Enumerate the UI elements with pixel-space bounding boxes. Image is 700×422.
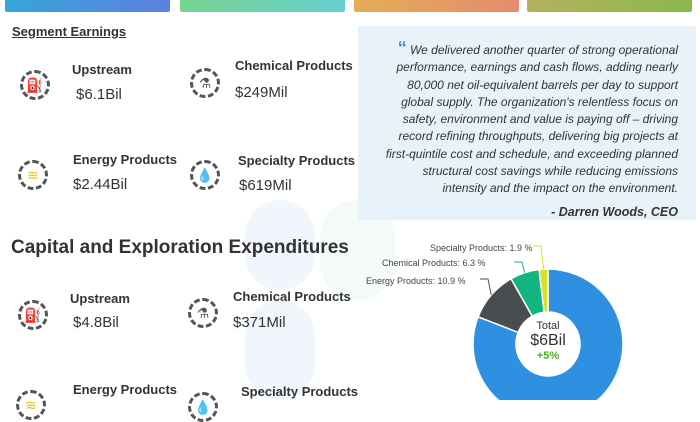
item-value: $6.1Bil [76, 86, 122, 103]
waves-icon: ≋ [16, 390, 46, 420]
flask-icon: ⚗ [190, 68, 220, 98]
ceo-quote: “ We delivered another quarter of strong… [358, 26, 696, 220]
drop-icon: 💧 [188, 392, 218, 422]
drop-icon: 💧 [190, 160, 220, 190]
oil-pump-icon: ⛽ [18, 300, 48, 330]
capex-title: Capital and Exploration Expenditures [11, 237, 349, 258]
item-label: Energy Products [73, 152, 178, 167]
item-value: $371Mil [233, 314, 286, 331]
label-chemical: Chemical Products: 6.3 % [382, 258, 486, 268]
item-label: Specialty Products [238, 153, 356, 168]
item-label: Upstream [72, 62, 132, 77]
quote-mark-icon: “ [397, 38, 407, 58]
watermark-logo-part [245, 300, 315, 400]
item-label: Upstream [70, 291, 130, 306]
donut-center: Total $6Bil +5% [518, 320, 578, 362]
center-change: +5% [536, 350, 560, 362]
quote-author: - Darren Woods, CEO [551, 204, 678, 219]
item-value: $619Mil [239, 177, 292, 194]
donut-slice-specialty-products [538, 268, 549, 314]
oil-pump-icon: ⛽ [20, 70, 50, 100]
top-card-1 [5, 0, 170, 12]
leader-line [514, 261, 526, 273]
label-specialty: Specialty Products: 1.9 % [430, 243, 533, 253]
top-card-4 [527, 0, 692, 12]
segment-earnings-title: Segment Earnings [12, 24, 127, 39]
quote-text: We delivered another quarter of strong o… [385, 43, 678, 196]
donut-slice-chemical-products [510, 268, 546, 318]
item-label: Specialty Products [241, 384, 359, 399]
leader-line [533, 245, 545, 270]
item-value: $2.44Bil [73, 176, 128, 193]
flask-icon: ⚗ [188, 298, 218, 328]
leader-line [480, 278, 492, 296]
center-title: Total [536, 320, 560, 332]
item-label: Chemical Products [233, 289, 351, 304]
item-value: $249Mil [235, 84, 288, 101]
watermark-logo [245, 200, 315, 290]
top-card-2 [180, 0, 345, 12]
label-energy: Energy Products: 10.9 % [366, 276, 466, 286]
item-label: Chemical Products [235, 58, 353, 73]
center-value: $6Bil [530, 332, 566, 349]
waves-icon: ≋ [18, 160, 48, 190]
item-label: Energy Products [73, 382, 178, 397]
top-card-3 [354, 0, 519, 12]
item-value: $4.8Bil [73, 314, 119, 331]
